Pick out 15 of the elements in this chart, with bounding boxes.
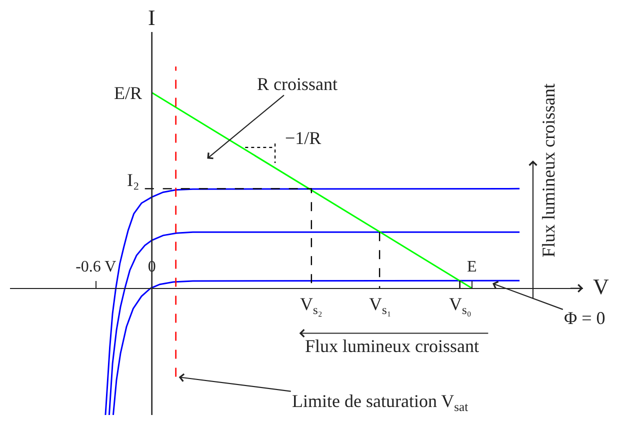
annotation: I₂: [127, 170, 140, 190]
x-tick-label: E: [467, 258, 477, 276]
annotation: Flux lumineux croissant: [538, 83, 558, 258]
x-axis-title: V: [593, 274, 609, 299]
annotation: E/R: [114, 83, 142, 103]
annotation: V$_{s₂}$: [300, 294, 322, 317]
annotation: V$_{s₀}$: [449, 294, 472, 317]
annotation: V$_{s₁}$: [369, 294, 392, 317]
text: I: [148, 5, 156, 30]
x-tick-label: -0.6 V: [76, 258, 117, 276]
annotation: −1/R: [285, 128, 322, 148]
annotation: Φ = 0: [564, 308, 606, 328]
annotation: R croissant: [257, 74, 338, 94]
ref-line-label: Limite de saturation V$_{sat}$: [292, 391, 469, 414]
annotation: Flux lumineux croissant: [305, 336, 479, 356]
